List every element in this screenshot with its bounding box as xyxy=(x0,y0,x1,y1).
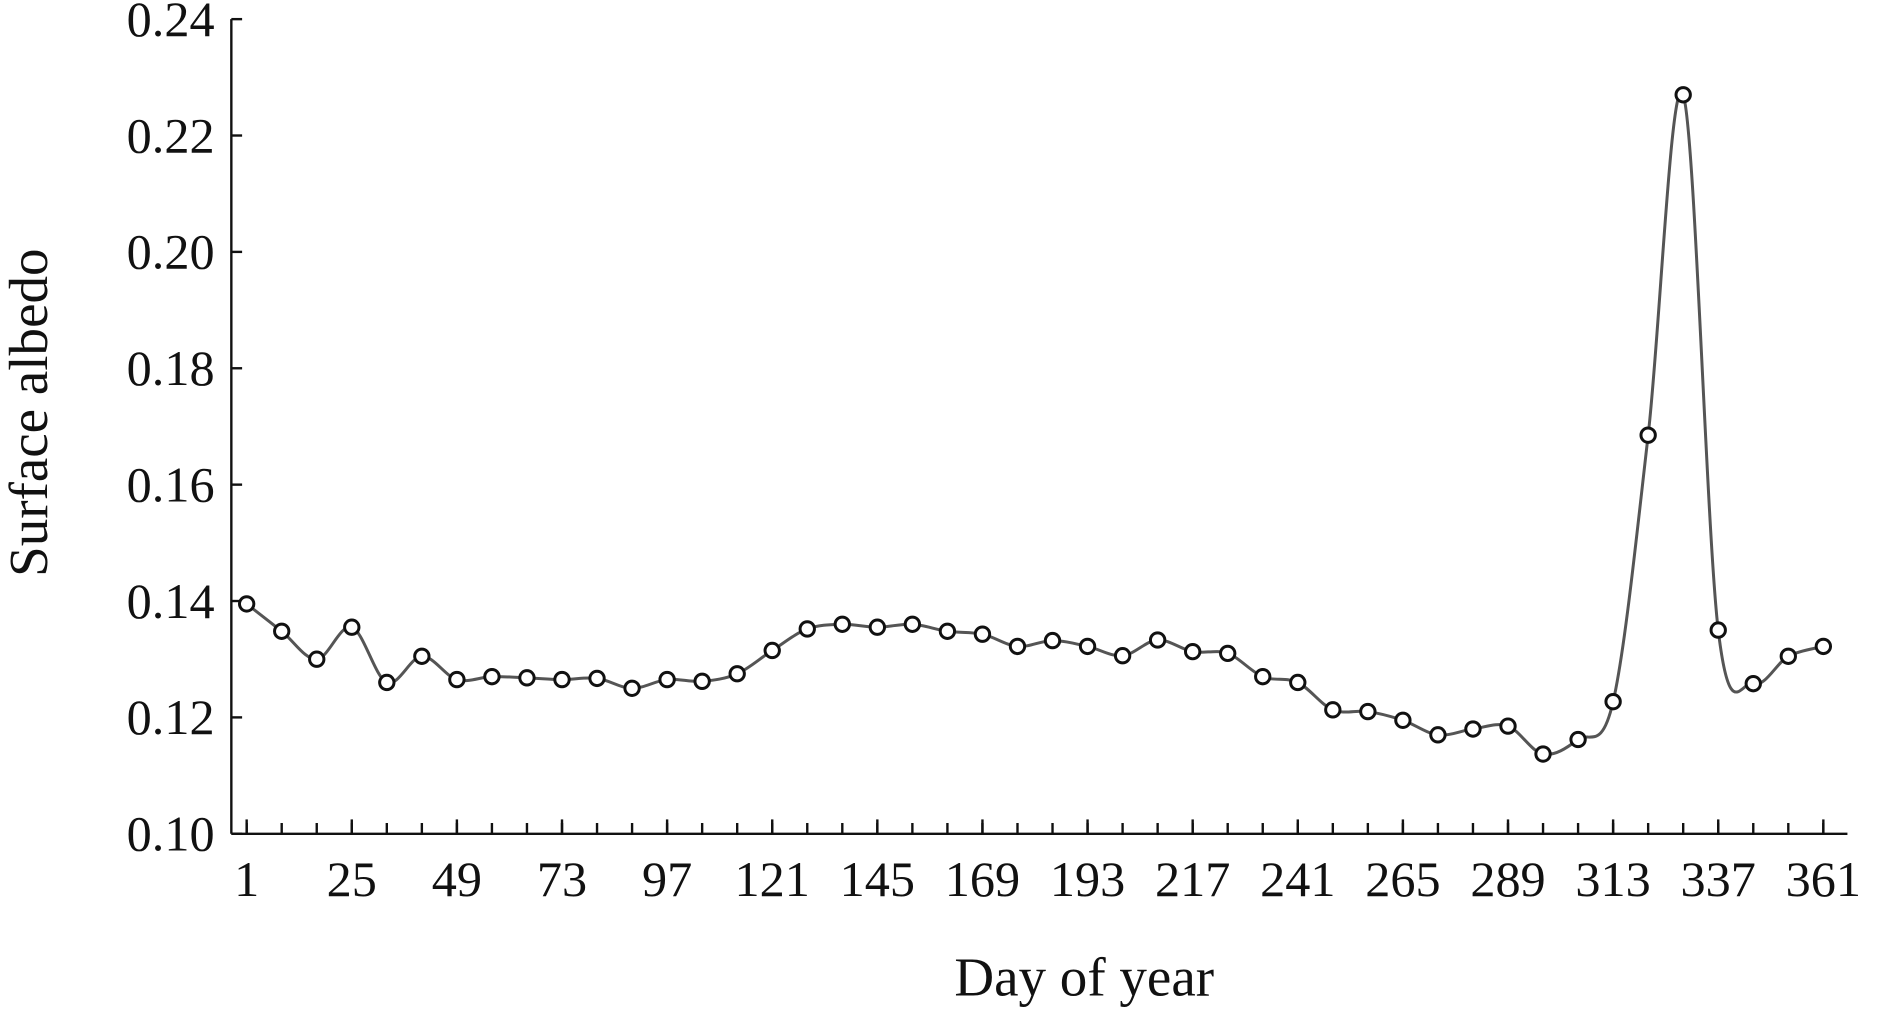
marker xyxy=(1008,637,1027,656)
marker xyxy=(378,673,396,692)
marker xyxy=(237,595,256,613)
x-axis-label: Day of year xyxy=(954,946,1214,1007)
x-tick-label: 169 xyxy=(945,851,1020,907)
marker xyxy=(798,620,816,638)
y-tick-label: 0.12 xyxy=(127,689,215,745)
x-tick-label: 25 xyxy=(327,851,377,907)
x-tick-label: 49 xyxy=(432,851,482,907)
marker xyxy=(728,665,746,683)
x-tick-label: 361 xyxy=(1786,851,1861,907)
marker xyxy=(658,670,676,689)
x-tick-label: 1 xyxy=(234,851,259,907)
marker xyxy=(518,669,536,687)
y-tick-label: 0.16 xyxy=(127,456,215,512)
marker xyxy=(623,679,641,697)
y-tick-label: 0.14 xyxy=(127,573,215,629)
marker xyxy=(973,625,992,643)
y-tick-label: 0.24 xyxy=(127,0,215,47)
y-tick-label: 0.20 xyxy=(127,224,215,280)
marker xyxy=(1359,702,1377,721)
marker xyxy=(308,650,326,668)
y-axis-label: Surface albedo xyxy=(0,248,59,576)
marker xyxy=(1078,637,1097,656)
y-tick-label: 0.10 xyxy=(127,806,215,862)
x-tick-label: 145 xyxy=(840,851,915,907)
marker xyxy=(1429,726,1447,744)
x-tick-label: 121 xyxy=(735,851,810,907)
marker xyxy=(588,669,606,688)
marker xyxy=(1709,621,1727,639)
marker xyxy=(1148,631,1167,649)
marker xyxy=(903,615,922,633)
marker xyxy=(1569,730,1587,749)
marker xyxy=(1604,693,1622,711)
marker xyxy=(1464,720,1482,738)
marker xyxy=(553,670,571,689)
line xyxy=(245,90,1824,756)
marker xyxy=(273,622,291,640)
marker xyxy=(1043,631,1062,650)
marker xyxy=(1814,637,1833,656)
marker xyxy=(1499,717,1517,735)
marker xyxy=(833,615,851,633)
x-tick-label: 265 xyxy=(1365,851,1440,907)
x-tick-label: 193 xyxy=(1050,851,1125,907)
x-tick-label: 97 xyxy=(642,851,692,907)
marker xyxy=(868,618,887,636)
marker xyxy=(938,622,957,640)
x-tick-label: 241 xyxy=(1260,851,1335,907)
y-tick-label: 0.22 xyxy=(127,107,215,163)
marker xyxy=(1674,86,1692,104)
x-tick-label: 337 xyxy=(1681,851,1756,907)
x-tick-label: 217 xyxy=(1155,851,1230,907)
marker xyxy=(1744,674,1762,693)
x-tick-label: 289 xyxy=(1470,851,1545,907)
marker xyxy=(693,672,711,690)
marker xyxy=(1219,644,1237,663)
marker xyxy=(1534,745,1552,763)
marker xyxy=(1639,426,1657,444)
x-tick-label: 73 xyxy=(537,851,587,907)
marker xyxy=(1254,667,1272,686)
marker xyxy=(763,641,781,660)
marker xyxy=(483,667,501,686)
marker xyxy=(1779,647,1797,665)
x-tick-label: 313 xyxy=(1575,851,1650,907)
y-tick-label: 0.18 xyxy=(127,340,215,396)
marker xyxy=(413,647,431,665)
marker xyxy=(1113,647,1132,665)
marker xyxy=(1324,701,1342,719)
marker xyxy=(1289,673,1307,692)
marker xyxy=(448,670,466,689)
marker xyxy=(1183,642,1202,661)
marker xyxy=(1394,711,1412,729)
marker xyxy=(343,618,361,636)
